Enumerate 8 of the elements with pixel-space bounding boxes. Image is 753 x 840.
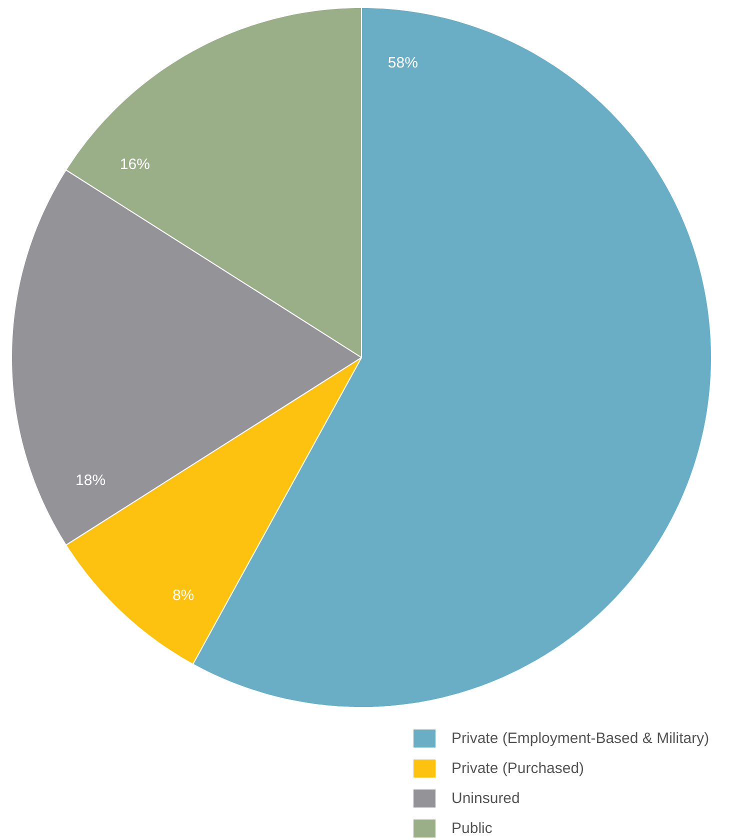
legend-label: Private (Employment-Based & Military) xyxy=(452,730,710,747)
data-label: 58% xyxy=(388,54,418,72)
data-label: 18% xyxy=(76,472,106,489)
legend-label: Uninsured xyxy=(452,790,520,807)
data-label: 8% xyxy=(172,587,194,604)
legend-label: Public xyxy=(452,820,493,837)
legend-label: Private (Purchased) xyxy=(452,760,584,777)
data-label: 16% xyxy=(120,156,150,174)
